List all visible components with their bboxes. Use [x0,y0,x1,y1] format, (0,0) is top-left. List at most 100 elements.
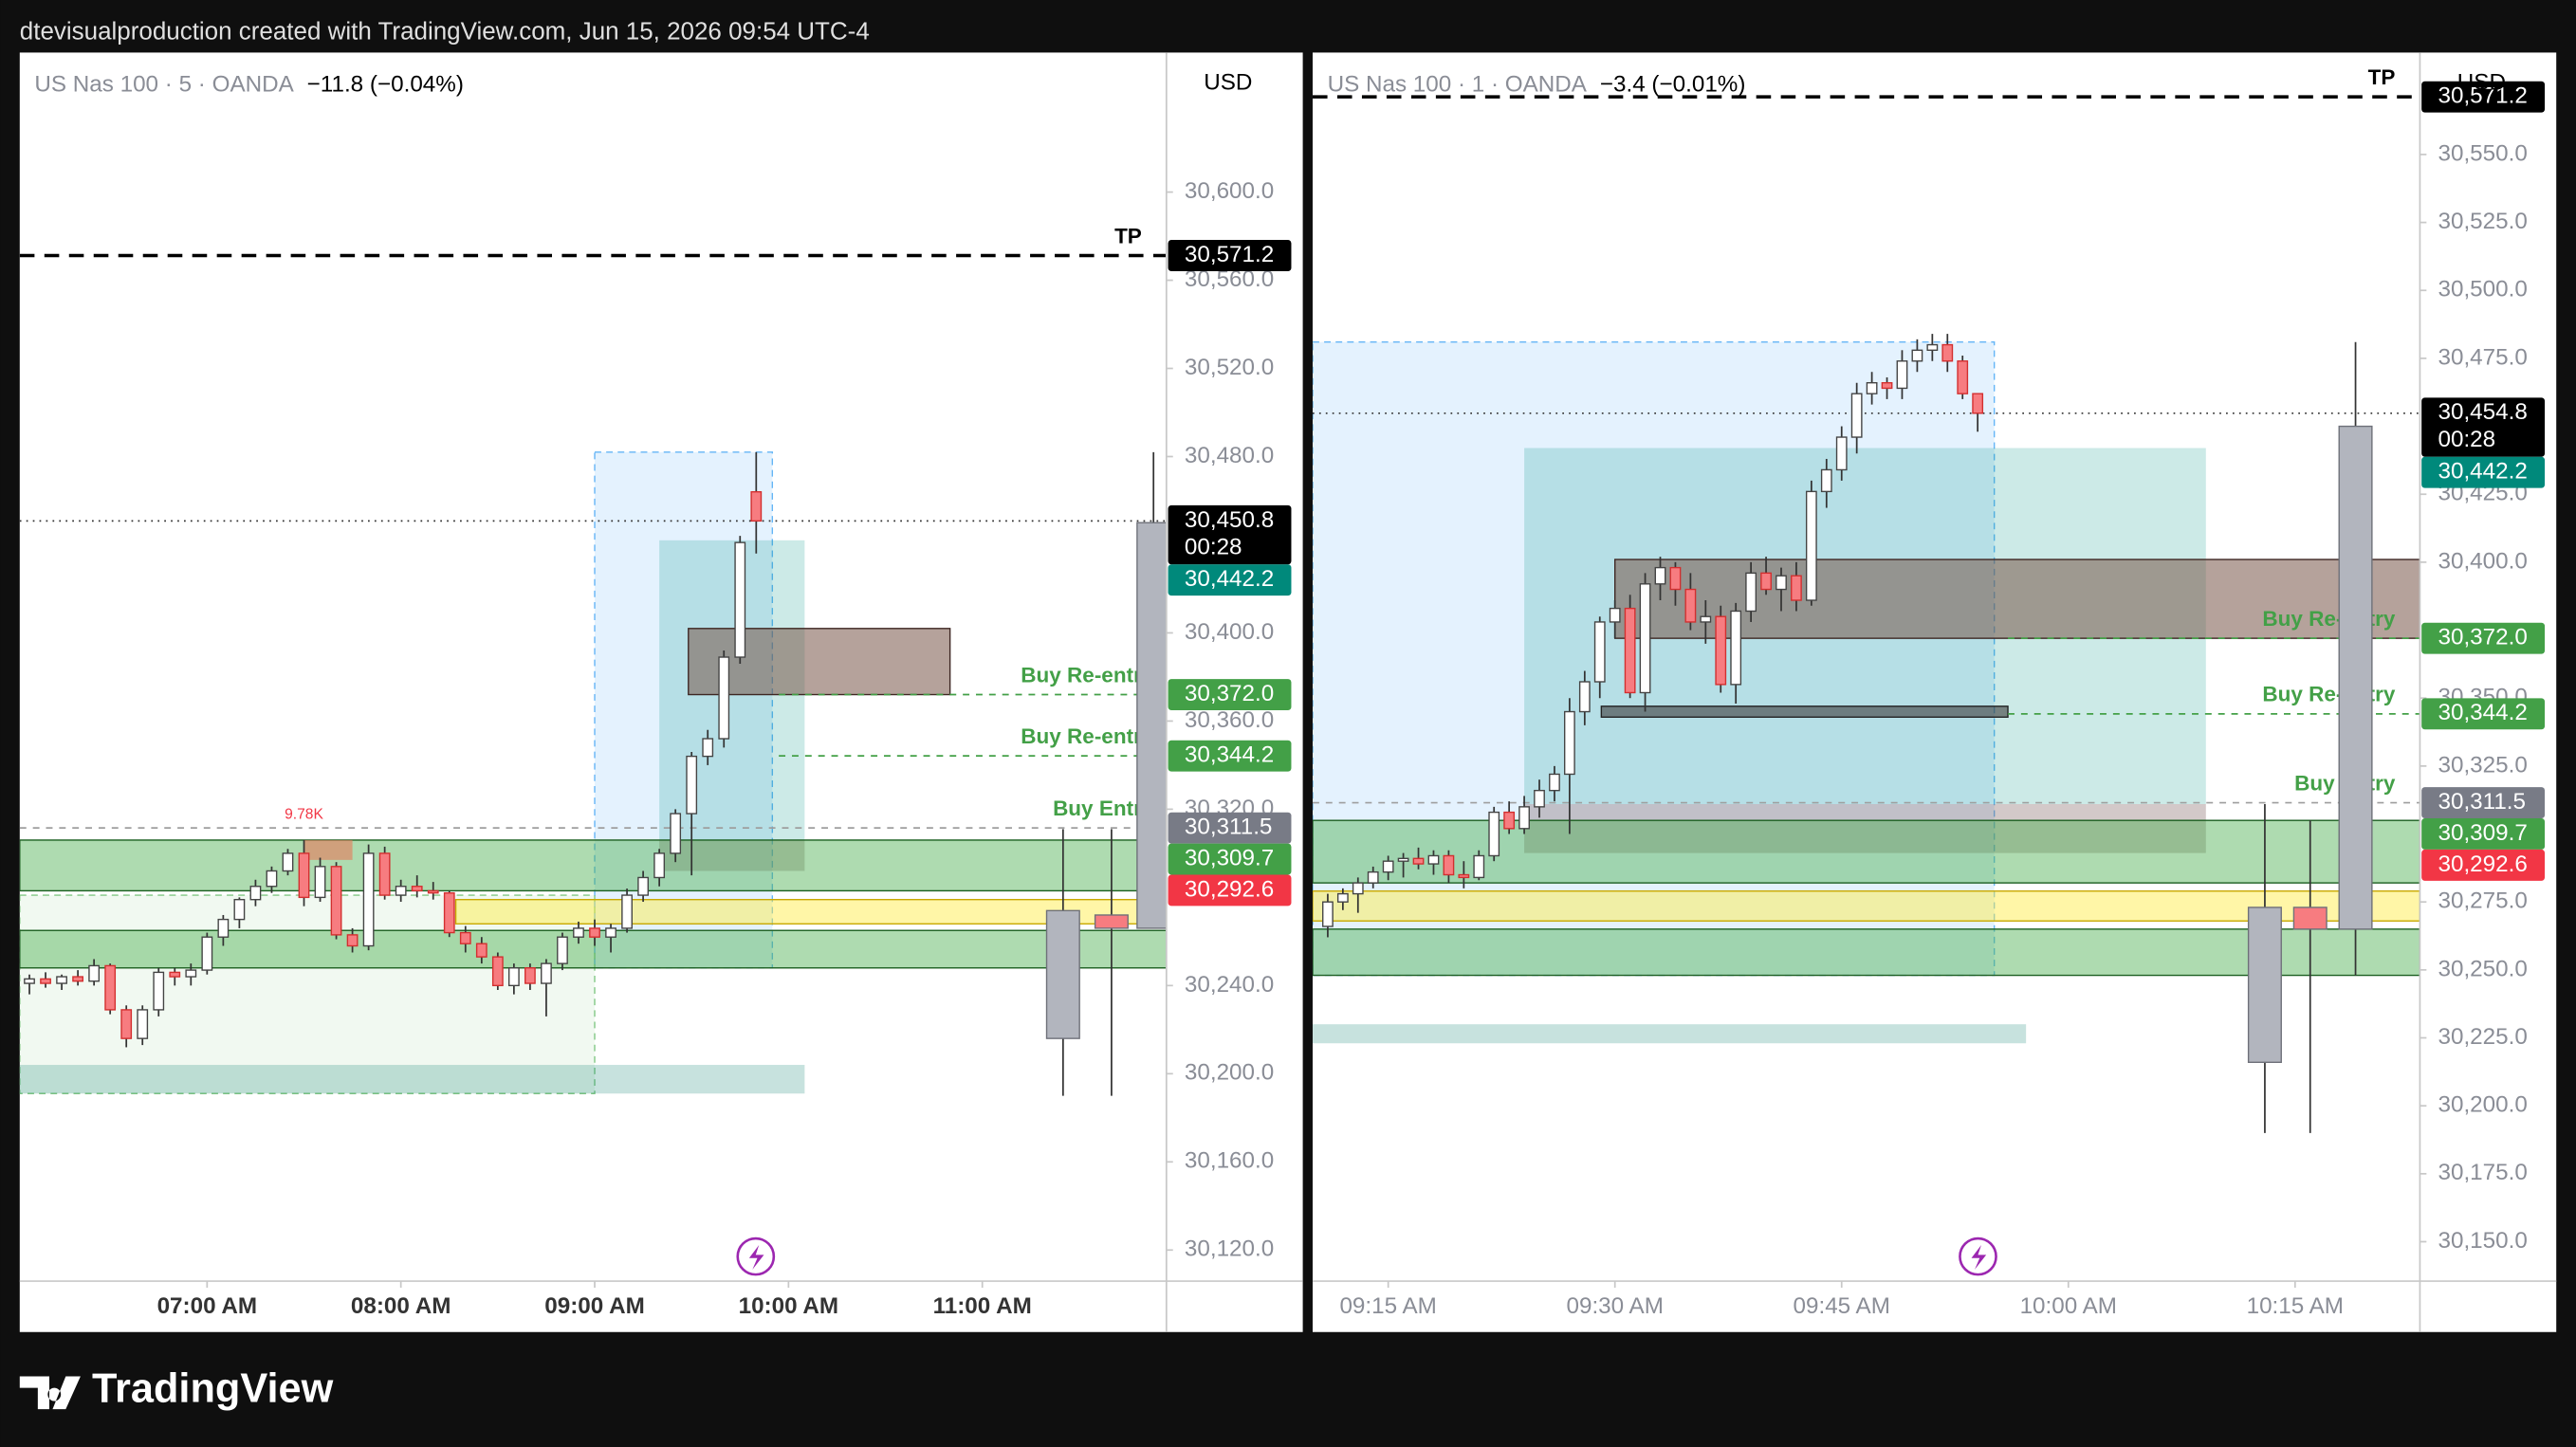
x-tick-label: 11:00 AM [933,1293,1032,1319]
annotation: 9.78K [285,806,323,822]
candle-body [1835,436,1848,471]
logo-mark [19,1376,81,1410]
candle-body [1094,914,1129,929]
zone [1312,890,2420,922]
candle-body [1458,873,1470,879]
price-line-tag: Buy Re-entry [2262,683,2396,706]
price-tag: 30,311.5 [2421,787,2546,819]
price-line-tag: Buy Re-entr [1021,724,1142,748]
candle-body [2247,907,2282,1064]
x-tick-label: 07:00 AM [157,1293,258,1319]
candle-body [233,899,246,921]
price-line-tag: Buy Entr [1053,797,1142,820]
y-tick-label: 30,240.0 [1185,972,1274,998]
candle-body [40,978,51,984]
candle-body [1609,607,1621,623]
candle-body [507,967,520,987]
candle-body [1382,860,1394,873]
candle-body [185,969,197,978]
y-tick-label: 30,400.0 [2438,548,2527,574]
candle-body [1593,621,1606,683]
x-tick-label: 10:00 AM [739,1293,839,1319]
price-tag-label: 30,344.2 [1185,742,1274,768]
zone [1524,448,2206,853]
y-tick-label: 30,250.0 [2438,956,2527,981]
candle-body [1578,681,1591,713]
price-tag-countdown: 00:28 [1185,534,1242,559]
candle-body [1534,789,1545,808]
y-tick-label: 30,480.0 [1185,443,1274,468]
price-tag-label: 30,454.8 [2438,399,2527,425]
candle-body [1549,773,1560,792]
candle-body [1972,393,1984,414]
price-tag-label: 30,292.6 [2438,852,2527,877]
candle-body [670,813,682,854]
panel-background [19,52,1303,1332]
y-tick-label: 30,400.0 [1185,619,1274,645]
candle-body [557,936,568,964]
price-tag: 30,454.800:28 [2421,397,2546,457]
candle-body [1443,854,1455,876]
price-tag-box [2421,81,2546,113]
price-tag: 30,372.0 [1168,679,1292,710]
candle-body [346,934,359,947]
candle-body [1518,806,1530,830]
candle-body [282,852,294,872]
price-tag: 30,292.6 [2421,849,2546,881]
y-tick-label: 30,275.0 [2438,888,2527,914]
price-tag: 30,311.5 [1168,812,1292,844]
price-tag-box [2421,849,2546,881]
zone [659,540,805,871]
candle-body [1624,607,1636,694]
price-tag-box [1168,240,1292,271]
brand-name: TradingView [92,1366,334,1412]
price-tag-box [2421,622,2546,654]
y-tick-label: 30,200.0 [2438,1092,2527,1118]
candle-body [1730,610,1742,686]
candle-body [1926,343,1939,351]
price-tag-box [1168,679,1292,710]
y-tick-label: 30,360.0 [1185,707,1274,733]
plot-area: TP Buy Re-entr Buy Re-entr Buy Entr 9.78K [19,224,1167,1096]
candle-body [621,894,633,929]
zone [19,839,1167,892]
price-tag: 30,309.7 [2421,818,2546,850]
y-tick-label: 30,325.0 [2438,752,2527,778]
zone [1312,341,1996,977]
candle-body [1045,909,1080,1039]
zone [659,839,805,871]
price-tag: 30,344.2 [1168,740,1292,772]
events-icon-bolt [748,1244,764,1270]
candle-body [1896,360,1908,390]
candle-body [201,936,213,971]
candle-body [1881,382,1893,390]
y-tick-label: 30,160.0 [1185,1148,1274,1174]
candle-body [1563,710,1575,776]
x-tick-label: 10:00 AM [2020,1293,2117,1319]
candle-body [427,889,439,894]
price-tag-label: 30,309.7 [1185,845,1274,870]
candle-body [443,892,455,934]
y-tick-label: 30,550.0 [2438,140,2527,166]
candle-body [702,738,714,758]
candle-body [1503,811,1516,830]
price-tag-countdown: 00:28 [2438,427,2495,452]
currency: USD [1204,70,1252,96]
price-tag: 30,442.2 [2421,456,2546,488]
candle-body [686,755,698,815]
price-tag-box [2421,818,2546,850]
zone [1524,803,2206,853]
candle-body [1488,811,1500,857]
price-tag-label: 30,442.2 [2438,459,2527,485]
price-tag-label: 30,372.0 [1185,681,1274,706]
price-change: −3.4 (−0.01%) [1600,71,1746,97]
candle-body [362,852,375,947]
candle-body [1776,575,1787,591]
zone [19,1065,805,1094]
y-tick-label: 30,225.0 [2438,1024,2527,1050]
candle-body [1850,393,1863,438]
currency: USD [2457,70,2506,96]
candle-body [2338,425,2373,930]
y-tick-label: 30,175.0 [2438,1160,2527,1185]
